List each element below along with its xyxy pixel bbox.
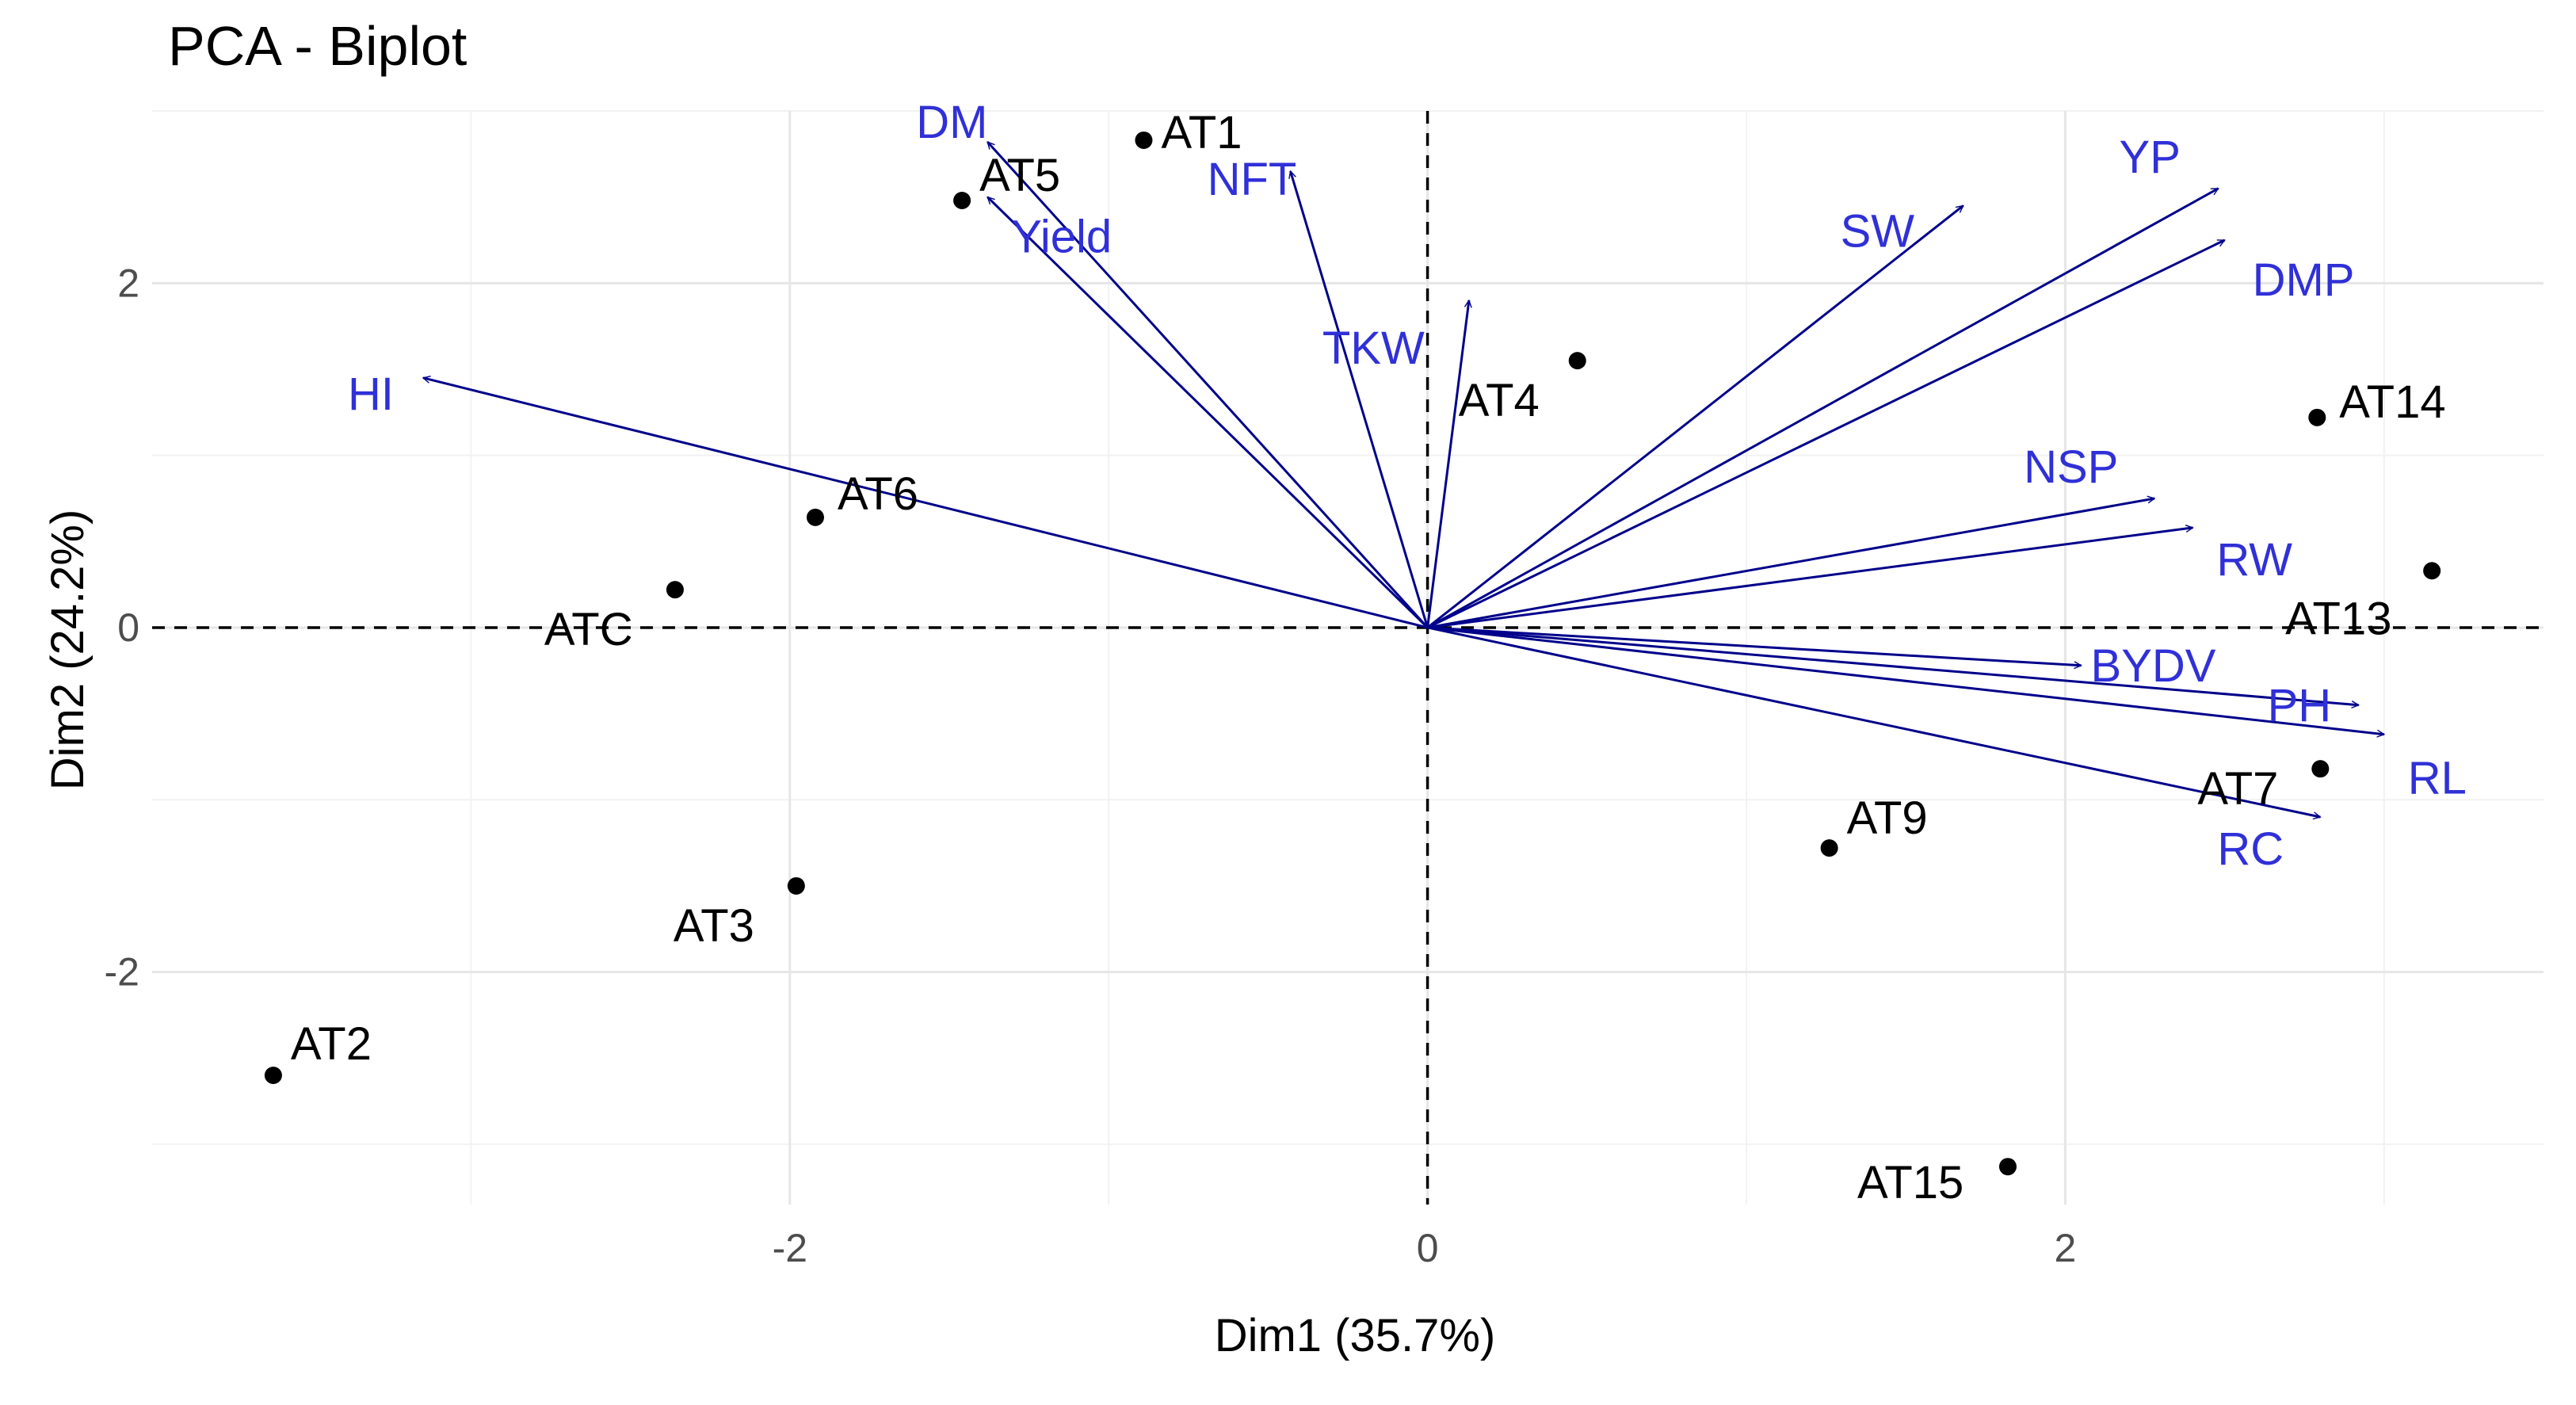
variable-label-bydv: BYDV xyxy=(2091,640,2216,692)
point-label-at3: AT3 xyxy=(674,900,754,952)
arrow-rw xyxy=(1427,528,2193,629)
variable-label-ph: PH xyxy=(2268,680,2332,731)
point-at13 xyxy=(2423,562,2441,580)
observation-points xyxy=(264,131,2441,1176)
variable-label-yield: Yield xyxy=(1011,212,1112,263)
point-at1 xyxy=(1135,131,1153,149)
point-at14 xyxy=(2308,408,2326,426)
y-tick-label: 0 xyxy=(117,605,139,650)
arrow-hi xyxy=(423,378,1428,629)
variable-label-nsp: NSP xyxy=(2024,441,2118,493)
point-atc xyxy=(666,581,684,599)
arrow-dmp xyxy=(1426,239,2225,629)
y-axis-title: Dim2 (24.2%) xyxy=(42,510,93,791)
arrow-nft xyxy=(1291,171,1429,628)
x-tick-label: 2 xyxy=(2054,1226,2076,1270)
x-tick-label: -2 xyxy=(773,1226,807,1270)
zero-lines xyxy=(152,111,2544,1205)
variable-arrows xyxy=(423,142,2384,817)
point-label-at6: AT6 xyxy=(838,468,918,520)
point-labels: DM Yield NFT TKW HI SW YP DMP NSP RW BYDV PH RL RC AT1… xyxy=(291,97,2467,1208)
point-at4 xyxy=(1568,352,1586,370)
point-at3 xyxy=(787,876,805,895)
variable-label-dm: DM xyxy=(916,97,987,148)
y-tick-label: -2 xyxy=(105,950,139,995)
arrow-dm xyxy=(987,142,1429,628)
arrow-yield xyxy=(987,197,1429,629)
point-label-at2: AT2 xyxy=(291,1018,372,1070)
point-at6 xyxy=(806,508,824,526)
arrow-rc xyxy=(1427,626,2321,817)
point-at2 xyxy=(264,1067,282,1085)
variable-label-yp: YP xyxy=(2120,132,2181,183)
arrow-tkw xyxy=(1426,300,1469,628)
variable-label-hi: HI xyxy=(348,368,394,420)
variable-label-tkw: TKW xyxy=(1322,323,1425,374)
point-at5 xyxy=(953,192,971,210)
chart-title: PCA - Biplot xyxy=(168,15,467,77)
point-label-at9: AT9 xyxy=(1847,792,1928,844)
x-axis-title: Dim1 (35.7%) xyxy=(1215,1310,1496,1361)
point-label-at1: AT1 xyxy=(1161,107,1242,158)
point-label-at4: AT4 xyxy=(1459,375,1540,426)
point-at9 xyxy=(1820,839,1838,857)
variable-label-rl: RL xyxy=(2408,753,2467,804)
arrow-sw xyxy=(1426,204,1963,629)
point-label-at5: AT5 xyxy=(979,150,1060,201)
variable-label-dmp: DMP xyxy=(2253,254,2355,306)
arrow-bydv xyxy=(1427,626,2082,666)
variable-label-rc: RC xyxy=(2217,823,2284,875)
variable-label-nft: NFT xyxy=(1208,154,1297,205)
arrow-yp xyxy=(1426,187,2219,629)
point-at15 xyxy=(1998,1158,2017,1176)
x-tick-label: 0 xyxy=(1417,1226,1439,1270)
point-label-at15: AT15 xyxy=(1857,1157,1963,1208)
arrow-ph xyxy=(1427,626,2359,705)
point-label-at14: AT14 xyxy=(2339,376,2445,428)
point-at7 xyxy=(2311,760,2330,778)
point-label-atc: ATC xyxy=(544,604,633,655)
arrow-rl xyxy=(1427,626,2384,735)
point-label-at13: AT13 xyxy=(2285,593,2391,644)
arrow-nsp xyxy=(1427,498,2154,629)
tick-labels: -2 0 2 -2 0 2 xyxy=(105,261,2077,1270)
variable-label-sw: SW xyxy=(1841,206,1915,258)
variable-label-rw: RW xyxy=(2216,534,2292,586)
y-tick-label: 2 xyxy=(117,261,139,305)
point-label-at7: AT7 xyxy=(2197,763,2278,815)
